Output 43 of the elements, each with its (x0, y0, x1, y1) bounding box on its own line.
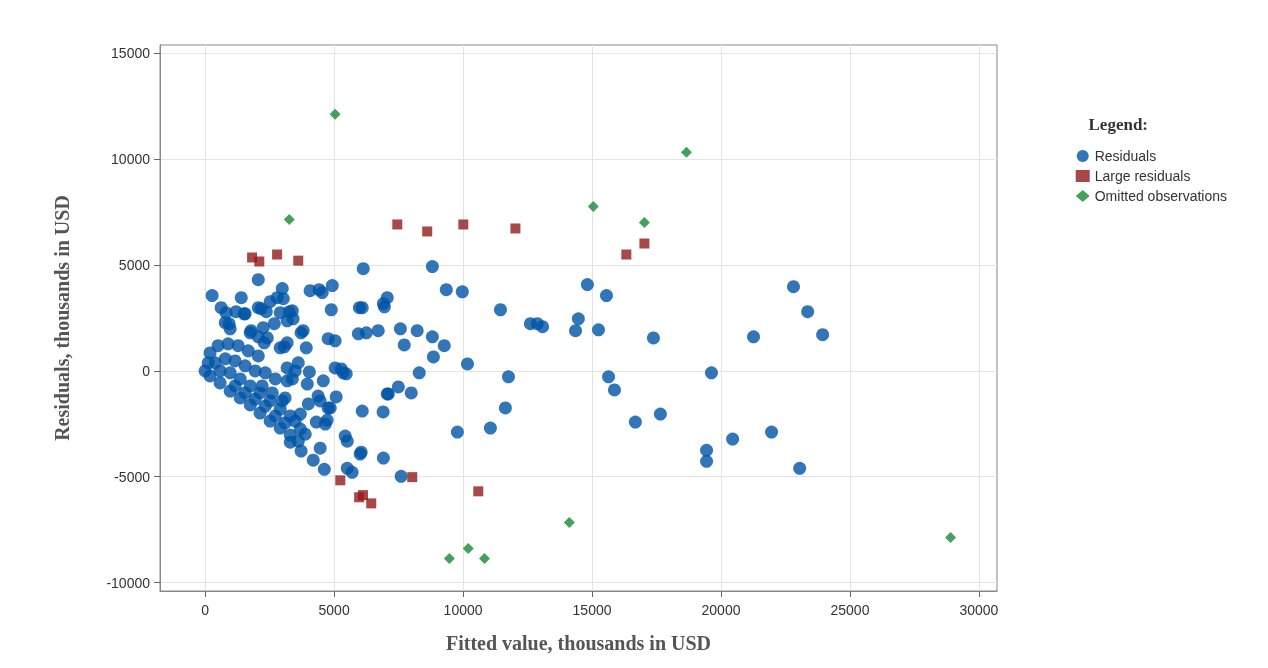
y-tick-label: 15000 (111, 45, 151, 62)
legend-title: Legend: (1088, 115, 1148, 134)
point (335, 475, 346, 486)
x-tick-label: 5000 (318, 602, 350, 618)
x-tick-label: 10000 (443, 602, 483, 618)
x-tick-label: 15000 (572, 602, 612, 618)
point (293, 255, 304, 266)
x-tick-label: 20000 (701, 602, 741, 618)
y-tick-label: 0 (142, 362, 151, 379)
x-tick-label: 0 (201, 602, 210, 618)
point (680, 146, 692, 158)
x-axis-title: Fitted value, thousands in USD (445, 632, 712, 654)
point (639, 238, 650, 249)
y-tick-label: 5000 (118, 257, 151, 274)
point (945, 531, 957, 543)
point (621, 249, 632, 260)
point (443, 552, 455, 564)
point (510, 223, 521, 234)
legend-label: Large residuals (1094, 168, 1191, 184)
y-tick-label: -5000 (114, 468, 151, 485)
point (358, 490, 368, 501)
y-tick-label: 10000 (111, 151, 151, 168)
x-tick-label: 25000 (830, 602, 870, 618)
point (422, 226, 433, 237)
point (473, 486, 484, 497)
point (254, 256, 265, 267)
point (638, 217, 650, 229)
point (366, 498, 377, 509)
point (458, 219, 469, 230)
point (563, 516, 575, 528)
point (272, 249, 283, 260)
point (587, 200, 599, 212)
y-tick-label: -10000 (106, 574, 151, 591)
legend-label: Residuals (1094, 148, 1157, 164)
point (329, 108, 341, 120)
point (478, 552, 490, 564)
legend-label: Omitted observations (1094, 188, 1228, 204)
point (407, 472, 418, 483)
y-axis-title: Residuals, thousands in USD (51, 195, 73, 441)
x-tick-label: 30000 (959, 602, 999, 618)
point (392, 219, 403, 230)
point (283, 213, 295, 225)
point (462, 542, 474, 554)
